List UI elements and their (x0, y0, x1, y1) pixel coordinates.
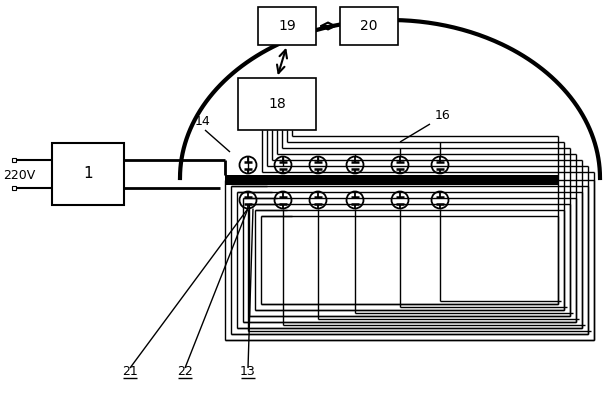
Text: 22: 22 (177, 365, 193, 378)
Bar (258, 7, 316, 45)
Bar (340, 7, 398, 45)
Text: 18: 18 (268, 97, 286, 111)
Bar (52, 143, 124, 205)
Text: 16: 16 (435, 109, 451, 122)
Text: 20: 20 (361, 19, 378, 33)
Bar (12, 186, 16, 190)
Text: 19: 19 (278, 19, 296, 33)
Bar (12, 158, 16, 162)
Text: 21: 21 (122, 365, 138, 378)
Text: 14: 14 (195, 115, 211, 128)
Text: 13: 13 (240, 365, 256, 378)
Text: 220V: 220V (3, 169, 35, 182)
Bar (225, 175, 558, 185)
Bar (238, 78, 316, 130)
Text: 1: 1 (83, 166, 93, 182)
